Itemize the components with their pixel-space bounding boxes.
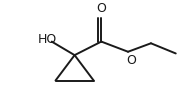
Text: HO: HO: [37, 33, 57, 46]
Text: O: O: [96, 2, 106, 15]
Text: O: O: [126, 54, 136, 67]
